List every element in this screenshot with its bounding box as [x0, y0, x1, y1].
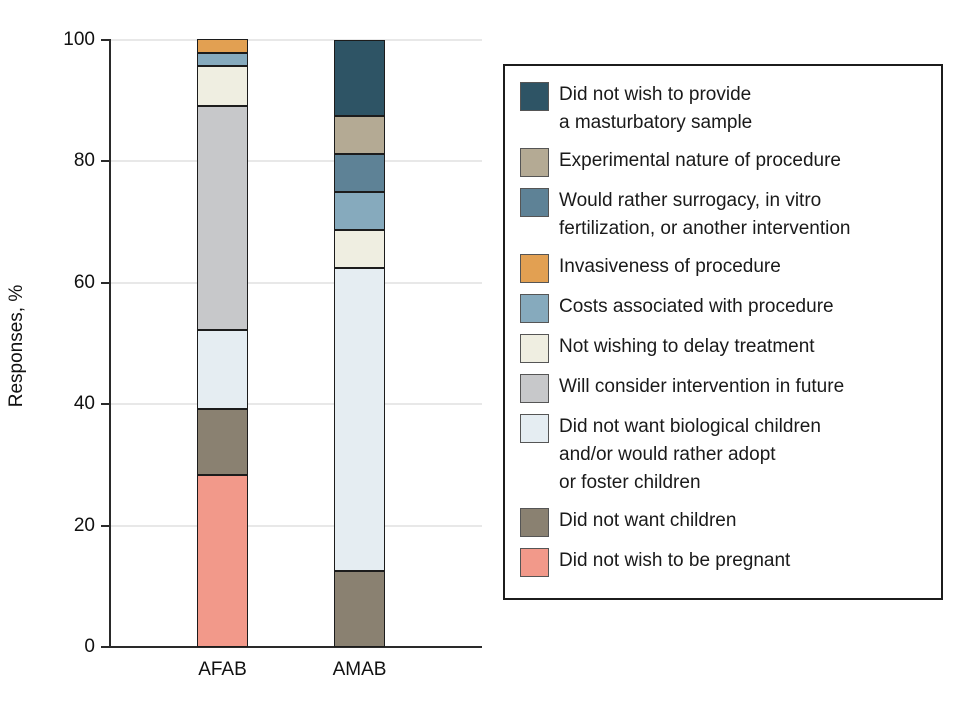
bar-segment — [334, 267, 385, 572]
gridline — [110, 160, 482, 163]
legend-label: Not wishing to delay treatment — [559, 333, 815, 361]
legend-swatch — [520, 188, 549, 217]
gridline — [110, 281, 482, 284]
bar-segment — [197, 475, 248, 647]
legend-swatch — [520, 548, 549, 577]
bar-segment — [197, 66, 248, 106]
gridline — [110, 403, 482, 406]
y-tick-label: 20 — [73, 514, 95, 536]
bar-segment — [197, 105, 248, 331]
legend-item: Did not wish to be pregnant — [520, 547, 931, 577]
legend-label-line: Would rather surrogacy, in vitro — [559, 190, 822, 211]
bar-segment — [197, 330, 248, 410]
legend-label: Would rather surrogacy, in vitro fertiliz… — [559, 187, 851, 243]
bar-segment — [197, 39, 248, 53]
y-axis-line — [109, 39, 111, 648]
legend: Did not wish to provide a masturbatory sa… — [503, 64, 943, 600]
bar-segment — [334, 115, 385, 154]
y-tick-mark — [101, 403, 110, 406]
y-tick-mark — [101, 524, 110, 527]
x-category-label-amab: AMAB — [332, 659, 387, 680]
bar-segment — [197, 409, 248, 476]
legend-swatch — [520, 508, 549, 537]
bar-segment — [334, 229, 385, 268]
legend-swatch — [520, 148, 549, 177]
y-tick-label: 100 — [63, 29, 95, 50]
legend-items: Did not wish to provide a masturbatory sa… — [520, 81, 931, 577]
legend-item: Invasiveness of procedure — [520, 253, 931, 283]
bar-segment — [334, 191, 385, 230]
legend-item: Did not want children — [520, 507, 931, 537]
legend-item: Did not wish to provide a masturbatory sa… — [520, 81, 931, 137]
legend-label-line: a masturbatory sample — [559, 112, 753, 133]
legend-swatch — [520, 82, 549, 111]
legend-label: Invasiveness of procedure — [559, 253, 781, 281]
y-tick-mark — [101, 160, 110, 163]
y-tick-label: 60 — [73, 271, 95, 293]
legend-label: Costs associated with procedure — [559, 293, 834, 321]
gridline — [110, 524, 482, 527]
y-tick-mark — [101, 281, 110, 284]
legend-swatch — [520, 414, 549, 443]
y-tick-mark — [101, 646, 110, 648]
legend-item: Would rather surrogacy, in vitro fertiliz… — [520, 187, 931, 243]
legend-label-line: Invasiveness of procedure — [559, 256, 781, 277]
legend-item: Not wishing to delay treatment — [520, 333, 931, 363]
bar-segment — [334, 40, 385, 116]
legend-swatch — [520, 294, 549, 323]
legend-label-line: Will consider intervention in future — [559, 376, 845, 397]
legend-swatch — [520, 334, 549, 363]
legend-item: Experimental nature of procedure — [520, 147, 931, 177]
legend-label: Will consider intervention in future — [559, 373, 844, 401]
legend-swatch — [520, 374, 549, 403]
y-tick-label: 40 — [73, 393, 95, 415]
x-axis-line — [109, 646, 482, 648]
legend-label: Experimental nature of procedure — [559, 147, 841, 175]
legend-item: Will consider intervention in future — [520, 373, 931, 403]
bar-segment — [334, 153, 385, 192]
legend-label: Did not wish to provide a masturbatory sa… — [559, 81, 752, 137]
y-tick-label: 80 — [73, 150, 95, 172]
legend-item: Costs associated with procedure — [520, 293, 931, 323]
legend-swatch — [520, 254, 549, 283]
legend-label-line: Experimental nature of procedure — [559, 150, 841, 171]
legend-label-line: Costs associated with procedure — [559, 296, 834, 317]
legend-label-line: Did not want biological children — [559, 416, 821, 437]
legend-label-line: fertilization, or another intervention — [559, 218, 851, 239]
legend-label-line: or foster children — [559, 472, 701, 493]
bar-segment — [334, 571, 385, 647]
y-tick-mark — [101, 39, 110, 41]
y-axis-title: Responses, % — [6, 284, 27, 408]
legend-label: Did not want children — [559, 507, 736, 535]
y-tick-label: 0 — [84, 636, 95, 657]
bar-segment — [197, 52, 248, 67]
gridline — [110, 39, 482, 41]
legend-label-line: Not wishing to delay treatment — [559, 336, 815, 357]
legend-label-line: Did not wish to be pregnant — [559, 550, 791, 571]
legend-label-line: Did not wish to provide — [559, 84, 752, 105]
legend-label: Did not want biological children and/or w… — [559, 413, 821, 497]
legend-label: Did not wish to be pregnant — [559, 547, 790, 575]
legend-item: Did not want biological children and/or w… — [520, 413, 931, 497]
legend-label-line: and/or would rather adopt — [559, 444, 776, 465]
legend-label-line: Did not want children — [559, 510, 737, 531]
x-category-label-afab: AFAB — [198, 659, 247, 680]
